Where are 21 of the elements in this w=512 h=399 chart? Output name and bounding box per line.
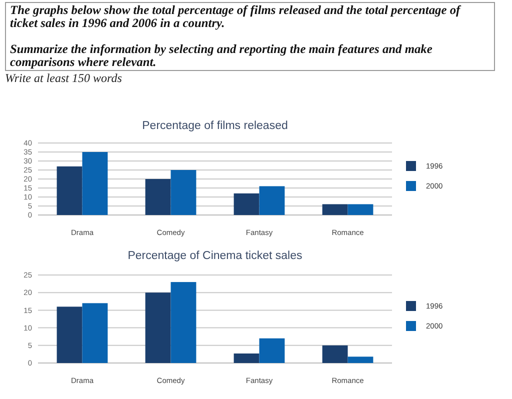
bar bbox=[82, 152, 108, 215]
text: The graphs below show the total percentage of films released and the total percentage of ticket sales in 1996 and 2006 in a country. bbox=[10, 3, 462, 30]
bar bbox=[56, 166, 82, 215]
chart-title: Percentage of films released bbox=[142, 120, 288, 132]
bar bbox=[348, 204, 374, 215]
text: Write at least 150 words bbox=[5, 71, 123, 85]
chart-title: Percentage of Cinema ticket sales bbox=[128, 250, 302, 262]
bar bbox=[259, 338, 285, 363]
bar bbox=[259, 186, 285, 215]
bar bbox=[348, 356, 374, 363]
bar bbox=[234, 193, 260, 215]
bar bbox=[170, 282, 196, 363]
text: Summarize the information by selecting and reporting the main features and make comparisons where relevant. bbox=[10, 42, 434, 69]
bar bbox=[170, 170, 196, 215]
bar bbox=[56, 306, 82, 363]
bar bbox=[234, 353, 260, 363]
bar bbox=[145, 179, 171, 215]
bar bbox=[322, 204, 348, 215]
bar bbox=[145, 292, 171, 363]
bar bbox=[82, 303, 108, 363]
bar bbox=[322, 345, 348, 363]
